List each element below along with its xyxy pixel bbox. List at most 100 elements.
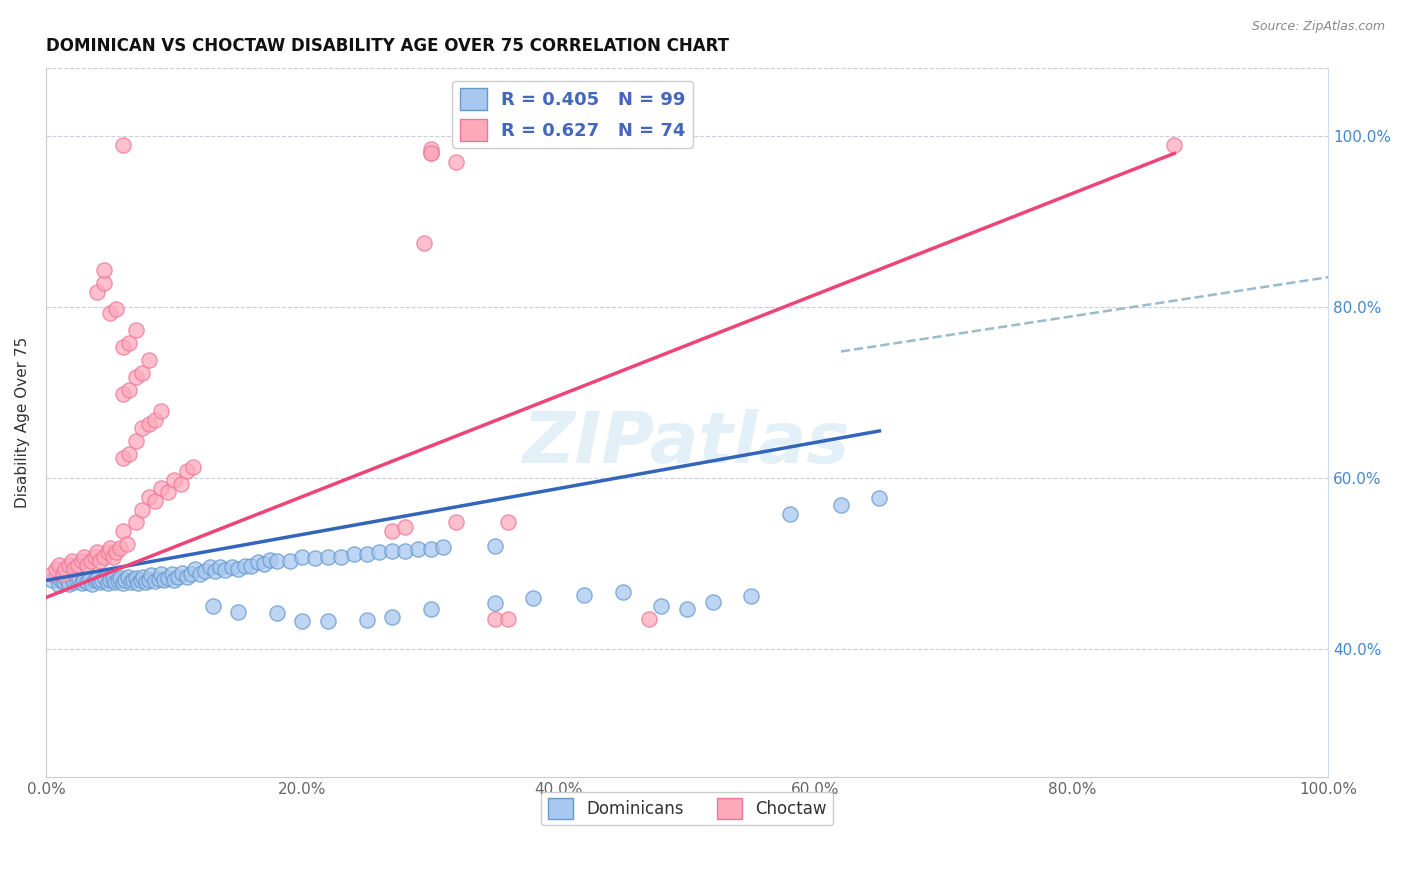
Point xyxy=(394,544,416,558)
Point xyxy=(89,554,111,568)
Point xyxy=(830,498,852,512)
Point xyxy=(55,572,77,586)
Point xyxy=(131,502,153,516)
Point xyxy=(156,485,179,500)
Point xyxy=(304,551,326,566)
Point xyxy=(150,404,173,418)
Point xyxy=(122,573,145,587)
Point xyxy=(291,550,314,565)
Point xyxy=(89,575,111,590)
Point xyxy=(169,477,191,491)
Point xyxy=(98,306,121,320)
Point xyxy=(41,574,63,588)
Point xyxy=(484,597,506,611)
Point xyxy=(111,137,134,152)
Point xyxy=(176,570,198,584)
Point xyxy=(52,566,75,581)
Point xyxy=(129,573,152,587)
Point xyxy=(101,572,124,586)
Point xyxy=(120,575,142,590)
Point xyxy=(194,564,217,578)
Point xyxy=(779,507,801,521)
Point xyxy=(70,554,93,568)
Point xyxy=(740,589,762,603)
Point xyxy=(226,605,249,619)
Point xyxy=(132,570,155,584)
Point xyxy=(63,562,86,576)
Point xyxy=(86,572,108,586)
Point xyxy=(702,595,724,609)
Point xyxy=(83,549,105,564)
Point xyxy=(91,574,114,588)
Point xyxy=(93,276,115,290)
Point xyxy=(676,601,699,615)
Point xyxy=(291,614,314,628)
Point xyxy=(104,575,127,590)
Point xyxy=(111,524,134,538)
Point xyxy=(66,558,89,572)
Point xyxy=(83,574,105,588)
Point xyxy=(107,574,129,588)
Point xyxy=(114,574,136,588)
Point xyxy=(105,301,128,316)
Point xyxy=(63,575,86,590)
Point xyxy=(329,549,352,564)
Point xyxy=(73,549,96,564)
Text: DOMINICAN VS CHOCTAW DISABILITY AGE OVER 75 CORRELATION CHART: DOMINICAN VS CHOCTAW DISABILITY AGE OVER… xyxy=(46,37,728,55)
Point xyxy=(111,576,134,591)
Point xyxy=(86,285,108,299)
Point xyxy=(48,558,70,572)
Point xyxy=(419,142,441,156)
Point xyxy=(73,574,96,588)
Point xyxy=(94,571,117,585)
Point xyxy=(135,575,157,590)
Point xyxy=(138,573,160,587)
Point xyxy=(93,263,115,277)
Point xyxy=(214,563,236,577)
Point xyxy=(131,421,153,435)
Point xyxy=(259,553,281,567)
Point xyxy=(111,340,134,354)
Y-axis label: Disability Age Over 75: Disability Age Over 75 xyxy=(15,337,30,508)
Point xyxy=(278,554,301,568)
Point xyxy=(96,545,118,559)
Point xyxy=(637,612,659,626)
Point xyxy=(266,606,288,620)
Point xyxy=(105,545,128,559)
Point xyxy=(170,566,193,580)
Point xyxy=(80,554,103,568)
Point xyxy=(368,545,391,559)
Point xyxy=(41,566,63,581)
Point xyxy=(204,564,226,578)
Point xyxy=(612,585,634,599)
Point xyxy=(156,571,179,585)
Point xyxy=(233,558,256,573)
Point xyxy=(419,146,441,161)
Point xyxy=(201,599,224,613)
Point xyxy=(183,562,205,576)
Point xyxy=(381,524,404,538)
Point xyxy=(58,577,80,591)
Point xyxy=(118,336,141,351)
Text: Source: ZipAtlas.com: Source: ZipAtlas.com xyxy=(1251,20,1385,33)
Point xyxy=(381,610,404,624)
Point xyxy=(115,537,138,551)
Point xyxy=(446,516,468,530)
Point xyxy=(82,577,104,591)
Point xyxy=(67,572,90,586)
Point xyxy=(176,464,198,478)
Point xyxy=(60,554,83,568)
Point xyxy=(52,575,75,590)
Point xyxy=(98,541,121,555)
Point xyxy=(96,576,118,591)
Point xyxy=(143,494,166,508)
Point xyxy=(356,547,378,561)
Point xyxy=(343,547,366,561)
Point xyxy=(125,434,148,449)
Point xyxy=(117,570,139,584)
Point xyxy=(125,370,148,384)
Point xyxy=(163,573,186,587)
Point xyxy=(163,473,186,487)
Point xyxy=(253,558,276,572)
Point xyxy=(160,566,183,581)
